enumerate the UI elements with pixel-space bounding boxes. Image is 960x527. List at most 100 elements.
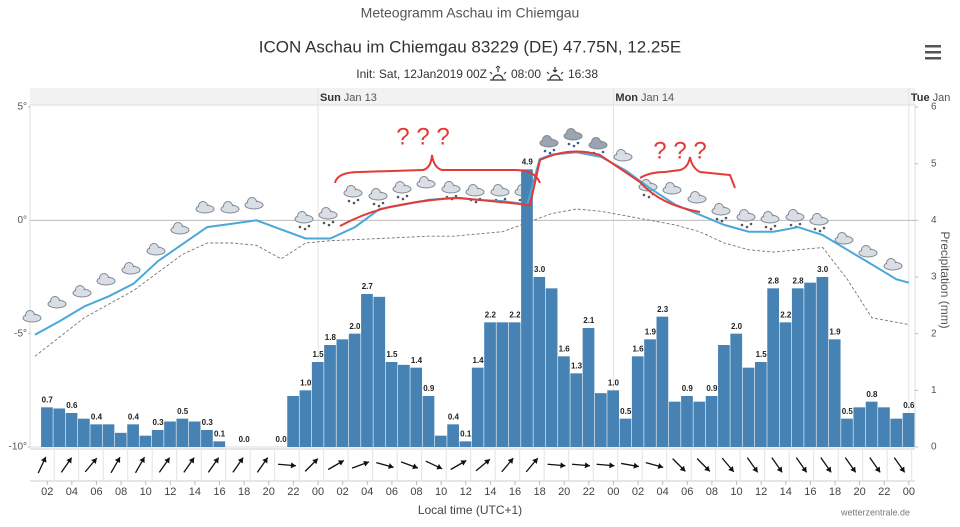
precip-bar [742, 367, 755, 447]
bar-value-label: 1.9 [645, 327, 657, 336]
cloud [762, 216, 778, 222]
bar-value-label: 2.8 [768, 276, 780, 285]
precip-bar [902, 413, 915, 447]
sunrise-icon [489, 65, 507, 81]
precip-bar [730, 333, 743, 447]
snow-flake [818, 229, 822, 233]
x-tick-label: 06 [681, 486, 693, 498]
weather-icon [858, 245, 878, 258]
wind-arrow [771, 457, 783, 473]
precip-bar [102, 424, 115, 447]
cloud [565, 133, 581, 139]
x-tick-label: 16 [213, 486, 225, 498]
precip-bar [841, 418, 853, 447]
wind-arrow [327, 459, 345, 471]
weather-icon [662, 182, 682, 195]
wind-arrow-head [850, 466, 856, 473]
cloud [590, 142, 606, 148]
snow-flake [798, 222, 802, 226]
snow-flake [347, 199, 351, 203]
precip-bar [619, 418, 632, 447]
snow-flake [405, 194, 409, 198]
precip-bar [53, 408, 66, 447]
x-tick-label: 20 [263, 486, 275, 498]
rain-drop [572, 144, 576, 148]
bar-value-label: 0.7 [42, 395, 54, 404]
precip-bar [201, 430, 213, 447]
bar-value-label: 1.6 [559, 344, 571, 353]
cloud [615, 154, 631, 160]
cloud [811, 218, 827, 224]
precip-bar [299, 390, 312, 447]
wind-arrow [158, 457, 171, 473]
weather-icon [490, 184, 510, 204]
wind-arrow [525, 457, 539, 473]
wind-arrow-head [139, 457, 145, 464]
precip-bar [496, 322, 509, 447]
bar-value-label: 1.5 [386, 350, 398, 359]
x-tick-label: 12 [755, 486, 767, 498]
cloud [172, 227, 188, 233]
snow-flake [773, 224, 777, 228]
bar-value-label: 2.8 [793, 276, 805, 285]
rain-drop [567, 142, 571, 146]
wind-arrow-head [363, 460, 369, 467]
precip-bar [336, 339, 349, 447]
wind-arrow [304, 458, 319, 472]
cloud [148, 248, 164, 254]
wind-arrow [425, 460, 443, 470]
wind-arrow-head [776, 466, 783, 473]
wind-arrow [672, 458, 686, 472]
bar-value-label: 0.5 [177, 407, 189, 416]
x-tick-label: 18 [533, 486, 545, 498]
x-tick-label: 00 [903, 486, 915, 498]
wind-arrow-head [752, 466, 758, 473]
precip-bar [114, 432, 127, 447]
plot-area: 0.70.60.4 0.40.30.50.30.10.0 0.01.01.51.82… [22, 88, 915, 447]
wind-row [30, 448, 915, 482]
y2-tick-label: 6 [931, 102, 937, 113]
bar-value-label: 2.1 [583, 316, 595, 325]
menu-button[interactable] [925, 45, 941, 60]
wind-arrow-head [825, 466, 832, 473]
precip-bar [78, 418, 90, 447]
y2-tick-label: 3 [931, 272, 937, 283]
wind-arrow [277, 462, 297, 469]
day-date: Jan 13 [344, 92, 377, 104]
wind-arrow [844, 457, 857, 473]
sunset-icon [546, 67, 564, 81]
bar-value-label: 2.0 [731, 322, 743, 331]
precip-bar [287, 396, 299, 447]
precip-bar [865, 401, 878, 447]
wind-arrow-head [560, 462, 566, 469]
precip-bar [324, 345, 336, 447]
cloud [246, 202, 262, 208]
precip-bar [434, 435, 447, 447]
bar-value-label: 1.6 [632, 344, 644, 353]
credit: wetterzentrale.de [840, 507, 910, 517]
day-label: Mon Jan 14 [615, 92, 674, 104]
cloud [860, 250, 876, 256]
wind-arrow-head [312, 458, 318, 465]
bar-value-label: 2.0 [349, 322, 361, 331]
cloud [836, 237, 852, 243]
precip-bar [533, 277, 546, 447]
bar-value-label: 2.2 [485, 310, 497, 319]
wind-arrow [183, 457, 195, 473]
y2-axis-title: Precipitation (mm) [938, 231, 952, 328]
rain-drop [601, 150, 605, 154]
precip-bar [508, 322, 521, 447]
precip-bar [754, 362, 767, 447]
precip-bar [705, 396, 718, 447]
wind-arrow-head [91, 458, 97, 464]
bar-value-label: 1.0 [608, 378, 620, 387]
x-tick-label: 06 [90, 486, 102, 498]
weather-icons [22, 128, 903, 323]
precip-bar [361, 294, 373, 447]
precip-bar [656, 316, 669, 447]
wind-arrow-head [40, 456, 47, 463]
day-name: Tue [911, 92, 930, 104]
x-tick-label: 04 [657, 486, 669, 498]
